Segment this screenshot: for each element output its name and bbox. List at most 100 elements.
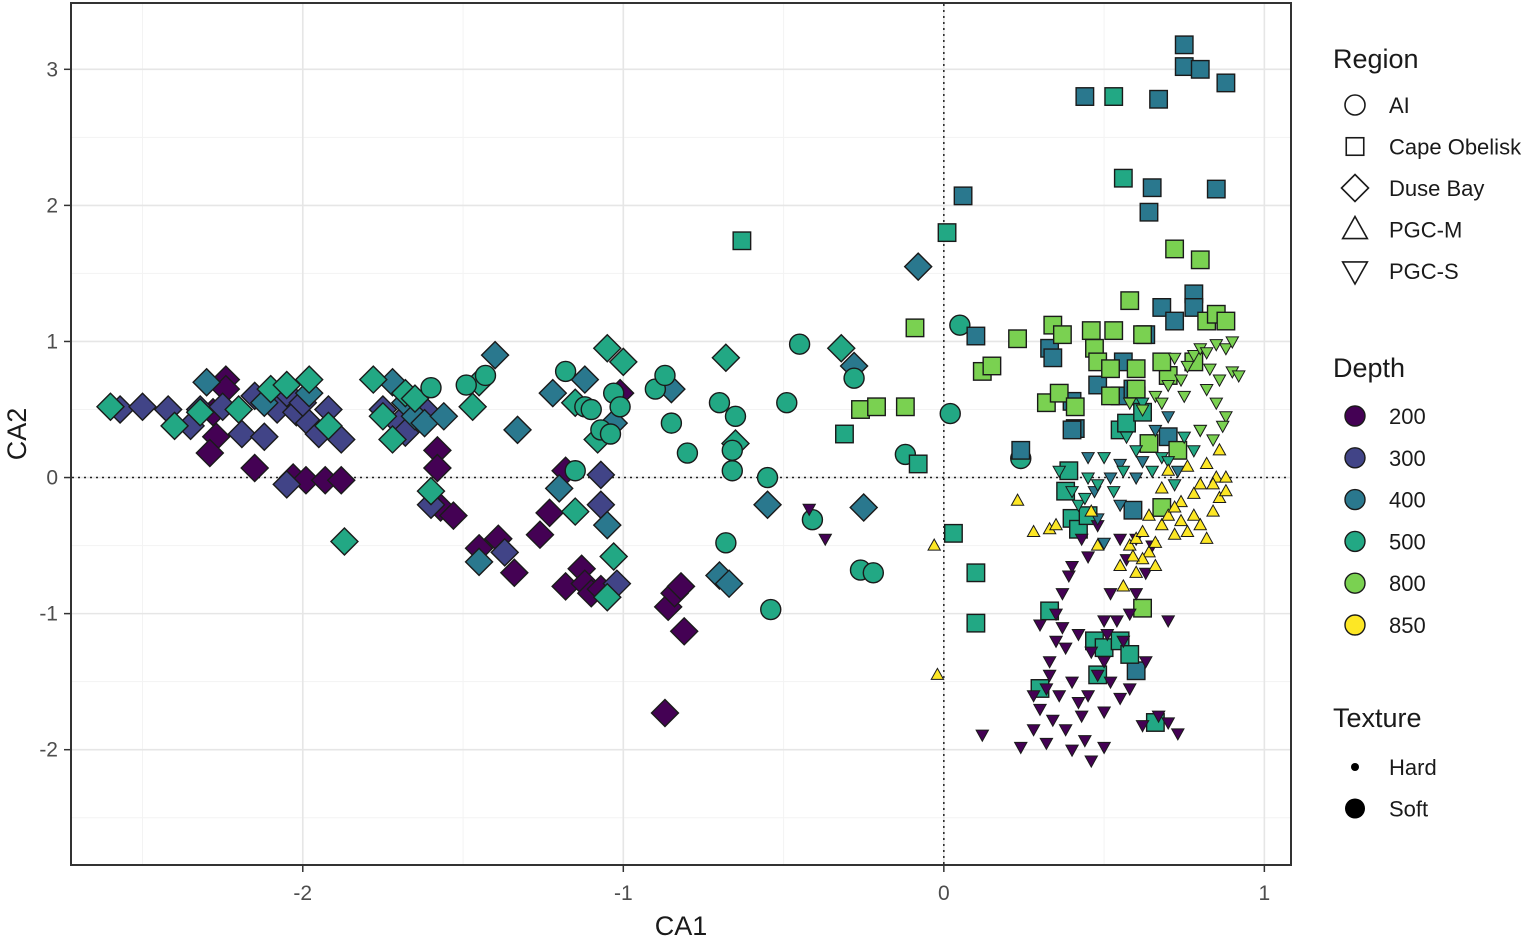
data-point (966, 613, 986, 633)
data-point (1173, 494, 1189, 508)
legend-region: Region AI Cape Obelisk Duse Bay PGC-M PGC-S (1333, 44, 1522, 286)
legend-texture-key (1351, 763, 1359, 771)
data-point (818, 533, 833, 547)
data-point (224, 395, 254, 424)
data-point (1218, 343, 1233, 356)
data-point (1135, 397, 1150, 411)
data-point (1141, 544, 1156, 558)
data-point (982, 356, 1002, 376)
data-point (1106, 486, 1121, 499)
data-point (1209, 339, 1224, 352)
data-point (1048, 608, 1064, 622)
data-point (185, 397, 215, 427)
data-point (721, 460, 743, 482)
data-point (776, 392, 798, 414)
data-point (1071, 628, 1086, 642)
data-point (1055, 622, 1070, 635)
data-point (1212, 490, 1227, 504)
data-point (1097, 452, 1112, 465)
data-point (1104, 87, 1124, 106)
data-point (1190, 59, 1210, 79)
major-gridlines (72, 4, 1290, 864)
data-point (1218, 470, 1233, 483)
legend-region-title: Region (1333, 44, 1419, 74)
y-axis-ticks: -2 -1 0 1 2 3 (39, 58, 70, 762)
data-point (1097, 537, 1112, 551)
data-point (1084, 504, 1099, 517)
data-point (1043, 348, 1063, 368)
data-point (1186, 486, 1201, 499)
data-point (1125, 548, 1140, 562)
x-axis-title: CA1 (655, 911, 708, 941)
data-point (358, 365, 388, 395)
legend-region-key (1341, 261, 1369, 286)
data-point (1216, 311, 1236, 331)
data-point (1186, 350, 1201, 363)
data-point (949, 314, 971, 336)
data-point (1177, 431, 1192, 445)
data-point (249, 422, 279, 452)
data-point (1129, 445, 1144, 458)
data-point (1101, 359, 1120, 379)
data-point (326, 465, 356, 495)
data-point (1113, 458, 1128, 472)
data-point (1212, 374, 1227, 388)
data-point (554, 360, 577, 383)
data-point (908, 454, 928, 474)
legend-texture-label: Soft (1389, 797, 1428, 822)
data-point (490, 537, 520, 567)
data-point (1011, 440, 1031, 460)
data-point (1199, 384, 1214, 397)
data-point (1126, 379, 1146, 399)
data-point (564, 460, 586, 482)
data-point (1151, 710, 1166, 724)
data-point (953, 186, 973, 206)
data-point (525, 520, 555, 550)
data-point (438, 501, 468, 531)
data-point (580, 398, 602, 421)
data-point (1149, 89, 1169, 109)
data-point (1190, 250, 1210, 270)
data-point (416, 476, 446, 506)
data-point (1062, 420, 1082, 440)
legend-texture-label: Hard (1389, 755, 1437, 780)
data-point (1058, 724, 1073, 737)
data-point (560, 497, 590, 527)
y-tick-label: 2 (46, 194, 58, 217)
legend-region-label: Duse Bay (1389, 176, 1484, 201)
data-point (1113, 558, 1128, 572)
data-point (1167, 527, 1182, 540)
data-point (1071, 697, 1086, 710)
data-point (1148, 424, 1163, 438)
data-point (1122, 683, 1137, 696)
legend-region-label: Cape Obelisk (1389, 135, 1522, 160)
data-point (1161, 615, 1176, 628)
x-tick-label: 0 (938, 882, 950, 905)
data-point (1090, 538, 1105, 551)
data-point (329, 527, 359, 556)
data-point (1065, 397, 1085, 417)
data-point (195, 438, 225, 468)
data-point (1177, 390, 1192, 404)
data-point (474, 364, 497, 387)
data-point (939, 402, 961, 425)
legend-depth-key (1344, 572, 1366, 594)
legend-texture: Texture Hard Soft (1333, 703, 1437, 822)
data-point (1154, 397, 1169, 411)
data-point (455, 374, 477, 396)
legend-depth-label: 800 (1389, 571, 1426, 596)
data-point (721, 439, 743, 462)
data-point (1061, 570, 1076, 584)
data-point (429, 401, 459, 431)
data-point (1170, 465, 1185, 479)
data-point (503, 415, 533, 445)
data-point (422, 453, 452, 483)
y-tick-label: -1 (39, 603, 58, 626)
data-point (753, 490, 783, 520)
data-point (802, 503, 817, 517)
data-point (1074, 710, 1089, 724)
data-point (480, 340, 510, 370)
data-point (1032, 619, 1048, 633)
data-point (1081, 551, 1096, 564)
legend-depth: Depth 200 300 400 500 800 850 (1333, 353, 1426, 638)
